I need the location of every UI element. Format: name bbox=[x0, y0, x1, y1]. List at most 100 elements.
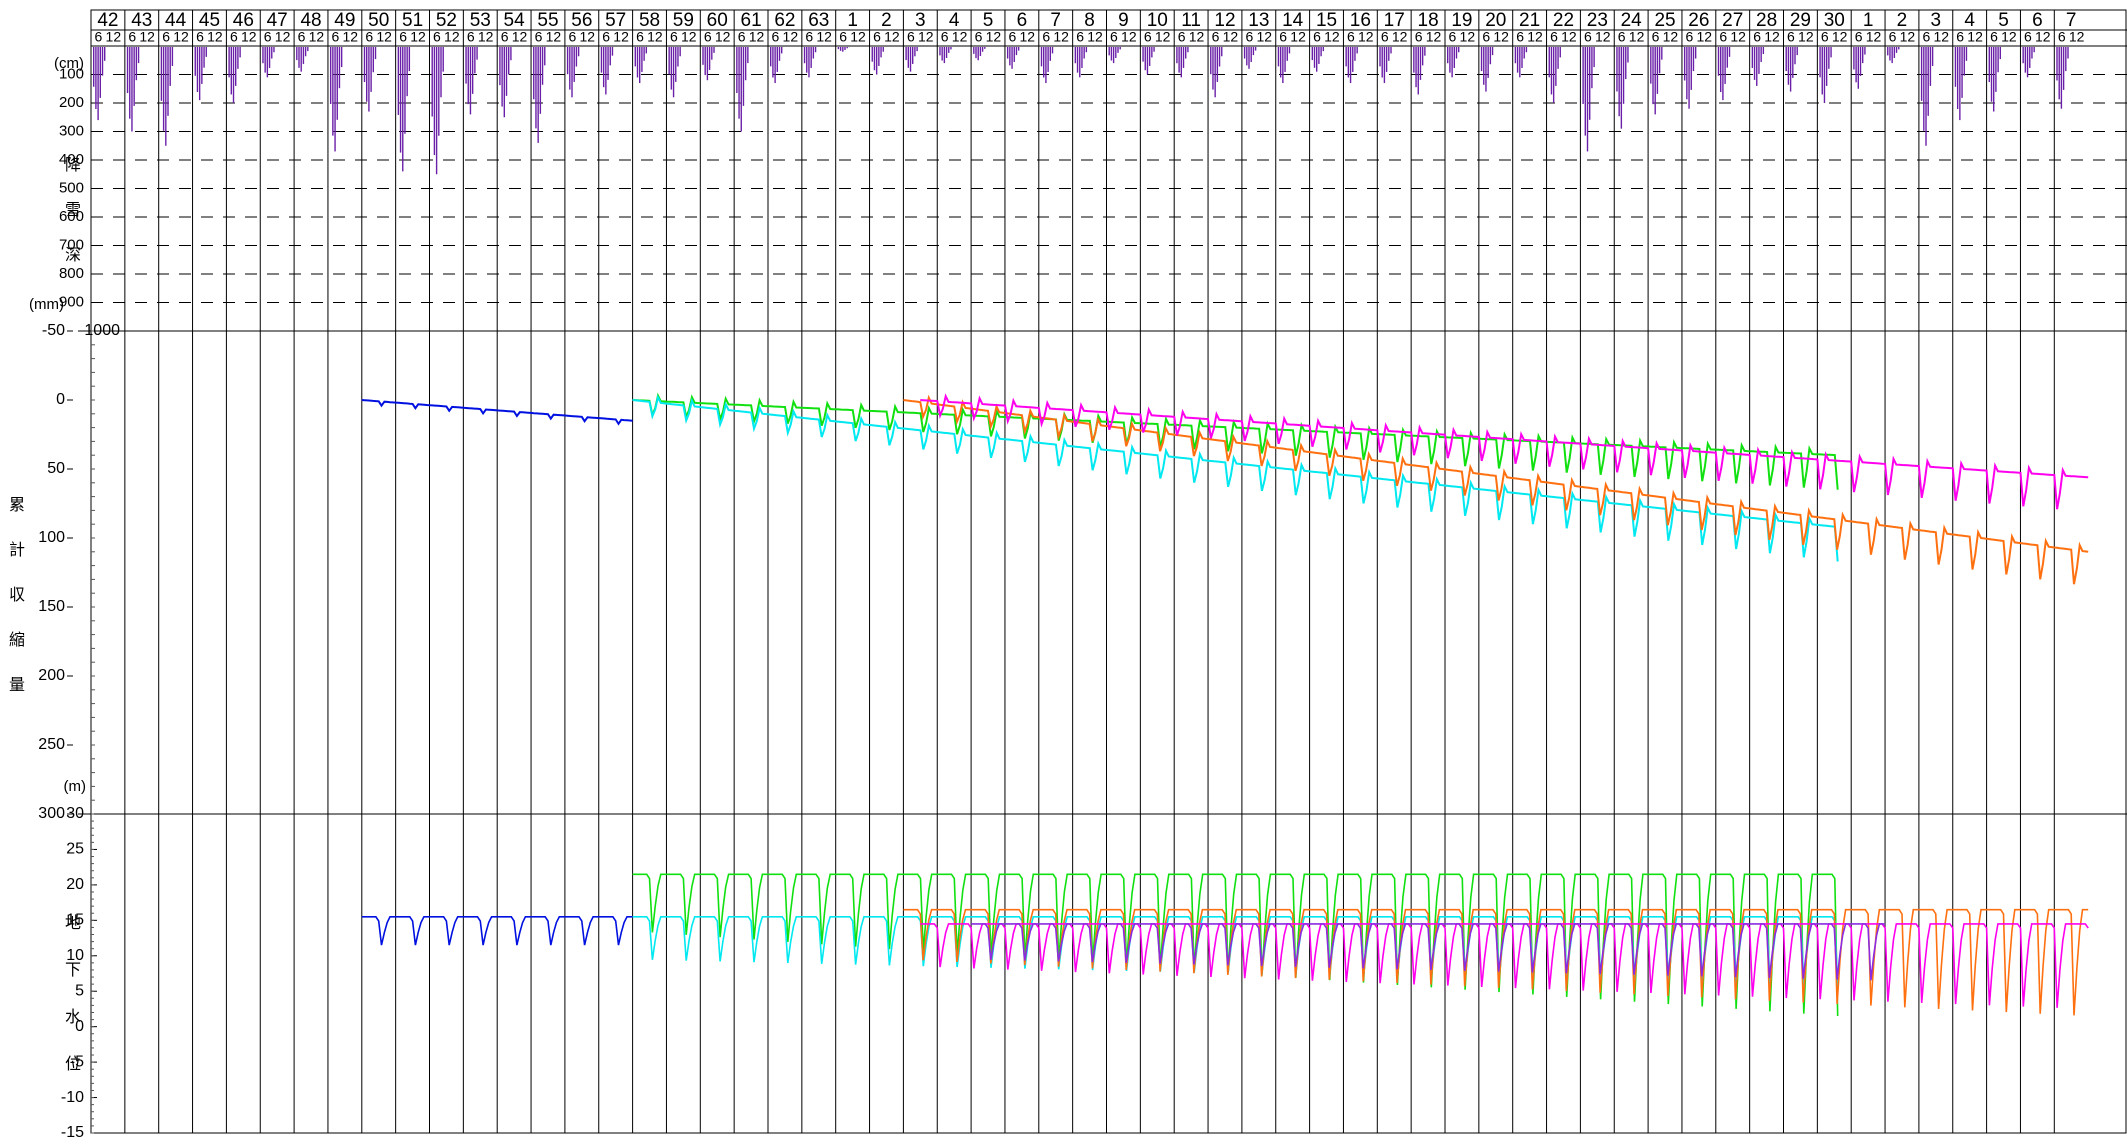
subsidence-tick-label: 100 bbox=[38, 529, 65, 546]
month-label: 6 bbox=[975, 29, 983, 45]
year-label: 62 bbox=[774, 10, 795, 31]
year-label: 26 bbox=[1688, 10, 1709, 31]
year-label: 56 bbox=[571, 10, 592, 31]
month-label: 12 bbox=[715, 29, 731, 45]
month-label: 6 bbox=[772, 29, 780, 45]
year-label: 2 bbox=[1897, 10, 1908, 31]
month-label: 12 bbox=[1527, 29, 1543, 45]
month-label: 6 bbox=[1212, 29, 1220, 45]
month-label: 6 bbox=[1076, 29, 1084, 45]
year-label: 45 bbox=[199, 10, 220, 31]
subsidence-axis-title-char: 収 bbox=[9, 586, 25, 604]
year-label: 30 bbox=[1824, 10, 1845, 31]
month-label: 6 bbox=[1956, 29, 1964, 45]
chart-frame bbox=[78, 9, 2127, 1134]
year-label: 7 bbox=[2066, 10, 2077, 31]
month-label: 6 bbox=[1347, 29, 1355, 45]
year-label: 46 bbox=[233, 10, 254, 31]
groundwater-axis-title-char: 水 bbox=[65, 1008, 81, 1026]
month-label: 12 bbox=[1697, 29, 1713, 45]
month-label: 12 bbox=[376, 29, 392, 45]
snow-tick-label: 600 bbox=[59, 208, 84, 225]
groundwater-axis-title-char: 地 bbox=[65, 914, 81, 932]
month-label: 12 bbox=[410, 29, 426, 45]
year-label: 17 bbox=[1384, 10, 1405, 31]
groundwater-tick-label: -10 bbox=[61, 1089, 84, 1106]
month-label: 12 bbox=[1460, 29, 1476, 45]
year-label: 12 bbox=[1214, 10, 1235, 31]
year-label: 58 bbox=[639, 10, 660, 31]
snow-tick-label: 100 bbox=[59, 65, 84, 82]
month-label: 6 bbox=[1922, 29, 1930, 45]
month-label: 6 bbox=[1855, 29, 1863, 45]
month-label: 12 bbox=[918, 29, 934, 45]
year-label: 22 bbox=[1553, 10, 1574, 31]
month-label: 6 bbox=[1245, 29, 1253, 45]
month-label: 12 bbox=[512, 29, 528, 45]
month-label: 6 bbox=[1516, 29, 1524, 45]
year-label: 50 bbox=[368, 10, 389, 31]
subsidence-series-line bbox=[903, 394, 2089, 585]
year-label: 52 bbox=[436, 10, 457, 31]
subsidence-series-line bbox=[632, 392, 1839, 490]
month-label: 6 bbox=[467, 29, 475, 45]
groundwater-tick-label: 25 bbox=[66, 841, 84, 858]
year-label: 1 bbox=[1863, 10, 1874, 31]
year-label: 13 bbox=[1248, 10, 1269, 31]
year-label: 15 bbox=[1316, 10, 1337, 31]
year-label: 19 bbox=[1451, 10, 1472, 31]
month-label: 12 bbox=[1290, 29, 1306, 45]
month-label: 6 bbox=[128, 29, 136, 45]
year-label: 9 bbox=[1118, 10, 1129, 31]
year-label: 42 bbox=[97, 10, 118, 31]
year-label: 54 bbox=[504, 10, 526, 31]
snow-depth-panel: 100 200 300 400 500 600 700 800 900 (cm) (mm) 降雪深 bbox=[29, 47, 2127, 313]
month-label: 12 bbox=[1155, 29, 1171, 45]
groundwater-axis-title-char: 下 bbox=[65, 962, 81, 979]
month-label: 12 bbox=[749, 29, 765, 45]
groundwater-tick-label: 10 bbox=[66, 947, 84, 964]
year-label: 3 bbox=[915, 10, 926, 31]
month-label: 6 bbox=[365, 29, 373, 45]
month-label: 6 bbox=[1753, 29, 1761, 45]
year-label: 59 bbox=[673, 10, 694, 31]
groundwater-series-line bbox=[920, 923, 2089, 1008]
month-label: 12 bbox=[2035, 29, 2051, 45]
month-label: 12 bbox=[106, 29, 122, 45]
month-label: 6 bbox=[1652, 29, 1660, 45]
month-label: 12 bbox=[1324, 29, 1340, 45]
month-label: 6 bbox=[1719, 29, 1727, 45]
year-label: 7 bbox=[1050, 10, 1061, 31]
year-label: 47 bbox=[267, 10, 288, 31]
year-label: 11 bbox=[1181, 10, 1201, 31]
groundwater-tick-label: -15 bbox=[61, 1124, 84, 1139]
month-label: 6 bbox=[95, 29, 103, 45]
plot-border bbox=[90, 9, 2127, 1134]
subsidence-axis-title-char: 累 bbox=[9, 497, 25, 514]
month-label: 6 bbox=[1381, 29, 1389, 45]
month-label: 6 bbox=[1990, 29, 1998, 45]
subsidence-axis-title-char: 量 bbox=[9, 677, 25, 694]
year-label: 8 bbox=[1084, 10, 1095, 31]
year-label: 61 bbox=[741, 10, 762, 31]
groundwater-unit-label: (m) bbox=[64, 778, 87, 795]
groundwater-series-line bbox=[632, 873, 1839, 1017]
month-label: 6 bbox=[1110, 29, 1118, 45]
month-label: 12 bbox=[1358, 29, 1374, 45]
year-label: 14 bbox=[1282, 10, 1304, 31]
month-label: 12 bbox=[1189, 29, 1205, 45]
groundwater-tick-label: 15 bbox=[66, 912, 84, 929]
year-label: 2 bbox=[881, 10, 892, 31]
month-label: 12 bbox=[546, 29, 562, 45]
groundwater-tick-label: 0 bbox=[75, 1018, 84, 1035]
year-label: 4 bbox=[949, 10, 960, 31]
month-label: 6 bbox=[535, 29, 543, 45]
month-label: 6 bbox=[298, 29, 306, 45]
month-label: 6 bbox=[873, 29, 881, 45]
year-label: 21 bbox=[1519, 10, 1540, 31]
snow-axis-title-char: 降 bbox=[65, 156, 81, 174]
month-label: 12 bbox=[1832, 29, 1848, 45]
